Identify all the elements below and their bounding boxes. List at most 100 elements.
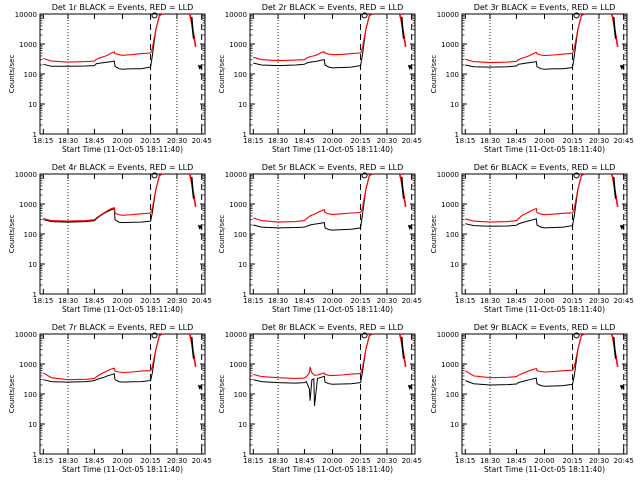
plot-frame <box>249 173 416 295</box>
x-tick-label: 20:45 <box>614 297 634 305</box>
panel-title: Det 5r BLACK = Events, RED = LLD <box>262 163 404 172</box>
series-fragment-events <box>612 16 617 39</box>
y-tick-label: 10 <box>28 261 37 269</box>
series-fragment-events-low <box>197 384 203 390</box>
x-tick-label: 20:15 <box>140 297 160 305</box>
x-axis-label: Start Time (11-Oct-05 18:11:40) <box>272 145 393 154</box>
panel-det-1: Det 1r BLACK = Events, RED = LLD 1 10 100 10… <box>8 3 212 154</box>
y-tick-label: 100 <box>24 391 37 399</box>
series-fragment-events-low <box>619 64 625 70</box>
x-axis-label: Start Time (11-Oct-05 18:11:40) <box>272 465 393 474</box>
x-tick-label: 18:15 <box>455 297 475 305</box>
x-tick-label: 18:45 <box>84 457 104 465</box>
y-tick-label: 1 <box>243 131 247 139</box>
series-line-lld <box>43 13 164 63</box>
series-fragment-events-low <box>407 384 413 390</box>
y-tick-label: 1 <box>243 291 247 299</box>
y-tick-label: 100 <box>234 231 247 239</box>
x-tick-label: 18:30 <box>268 457 288 465</box>
series-line-events <box>43 13 164 70</box>
series-line-events <box>465 13 586 70</box>
x-tick-label: 20:15 <box>562 137 582 145</box>
series-line-events <box>465 333 586 387</box>
y-tick-label: 10 <box>238 421 247 429</box>
y-tick-label: 1 <box>33 291 37 299</box>
x-tick-label: 20:30 <box>167 137 187 145</box>
y-tick-label: 1 <box>455 451 459 459</box>
saturation-marker <box>573 172 580 179</box>
y-tick-label: 1000 <box>441 361 459 369</box>
series-line-events <box>253 13 374 69</box>
x-tick-label: 20:15 <box>350 457 370 465</box>
y-axis-label: Counts/sec <box>218 215 226 254</box>
plot-frame <box>39 333 206 455</box>
x-tick-label: 20:30 <box>167 297 187 305</box>
y-tick-label: 10 <box>450 101 459 109</box>
x-tick-label: 18:15 <box>243 137 263 145</box>
series-fragment-events <box>190 336 195 359</box>
x-tick-label: 20:00 <box>322 297 342 305</box>
y-tick-label: 100 <box>446 71 459 79</box>
y-axis-label: Counts/sec <box>430 215 438 254</box>
y-axis-label: Counts/sec <box>218 375 226 414</box>
x-tick-label: 18:30 <box>58 457 78 465</box>
y-tick-label: 1000 <box>441 41 459 49</box>
series-fragment-events <box>400 176 405 199</box>
panel-det-4: Det 4r BLACK = Events, RED = LLD 1 10 100 10… <box>8 163 212 314</box>
y-tick-label: 10000 <box>225 331 247 339</box>
y-tick-label: 10 <box>450 421 459 429</box>
x-tick-label: 20:15 <box>140 457 160 465</box>
x-tick-label: 20:15 <box>350 137 370 145</box>
saturation-marker <box>573 12 580 19</box>
y-axis-label: Counts/sec <box>8 375 16 414</box>
series-line-lld <box>465 333 586 379</box>
panel-det-8: Det 8r BLACK = Events, RED = LLD 1 10 100 10… <box>218 323 422 474</box>
x-tick-label: 20:00 <box>534 457 554 465</box>
panel-title: Det 4r BLACK = Events, RED = LLD <box>52 163 194 172</box>
series-line-lld <box>253 173 374 223</box>
x-tick-label: 20:00 <box>534 137 554 145</box>
series-fragment-events <box>190 16 195 39</box>
x-tick-label: 18:15 <box>243 457 263 465</box>
x-tick-label: 20:45 <box>402 457 422 465</box>
y-axis-label: Counts/sec <box>8 215 16 254</box>
y-tick-label: 100 <box>234 391 247 399</box>
x-tick-label: 18:15 <box>33 297 53 305</box>
plot-frame <box>249 13 416 135</box>
series-fragment-events <box>190 176 195 199</box>
series-line-events <box>253 333 374 406</box>
x-tick-label: 18:45 <box>294 457 314 465</box>
panel-det-3: Det 3r BLACK = Events, RED = LLD 1 10 100 10… <box>430 3 634 154</box>
x-tick-label: 20:00 <box>112 137 132 145</box>
series-line-events <box>43 333 164 383</box>
series-fragment-events-low <box>619 384 625 390</box>
y-tick-label: 100 <box>24 231 37 239</box>
y-tick-label: 10000 <box>225 171 247 179</box>
x-tick-label: 20:15 <box>562 457 582 465</box>
y-axis-label: Counts/sec <box>430 55 438 94</box>
x-tick-label: 18:30 <box>480 137 500 145</box>
x-tick-label: 20:15 <box>350 297 370 305</box>
x-tick-label: 20:45 <box>402 137 422 145</box>
x-axis-label: Start Time (11-Oct-05 18:11:40) <box>62 145 183 154</box>
y-tick-label: 1 <box>243 451 247 459</box>
x-tick-label: 18:45 <box>84 297 104 305</box>
plot-frame <box>461 333 628 455</box>
saturation-marker <box>361 12 368 19</box>
x-tick-label: 18:45 <box>506 137 526 145</box>
panel-title: Det 1r BLACK = Events, RED = LLD <box>52 3 194 12</box>
x-tick-label: 20:00 <box>112 457 132 465</box>
series-fragment-events <box>400 336 405 359</box>
x-tick-label: 20:30 <box>589 457 609 465</box>
x-tick-label: 20:15 <box>140 137 160 145</box>
saturation-marker <box>361 332 368 339</box>
plot-frame <box>461 13 628 135</box>
y-tick-label: 10000 <box>15 331 37 339</box>
plot-frame <box>249 333 416 455</box>
panel-title: Det 3r BLACK = Events, RED = LLD <box>474 3 616 12</box>
y-tick-label: 100 <box>446 231 459 239</box>
series-fragment-events-low <box>197 224 203 230</box>
y-tick-label: 1000 <box>229 41 247 49</box>
x-axis-label: Start Time (11-Oct-05 18:11:40) <box>62 465 183 474</box>
